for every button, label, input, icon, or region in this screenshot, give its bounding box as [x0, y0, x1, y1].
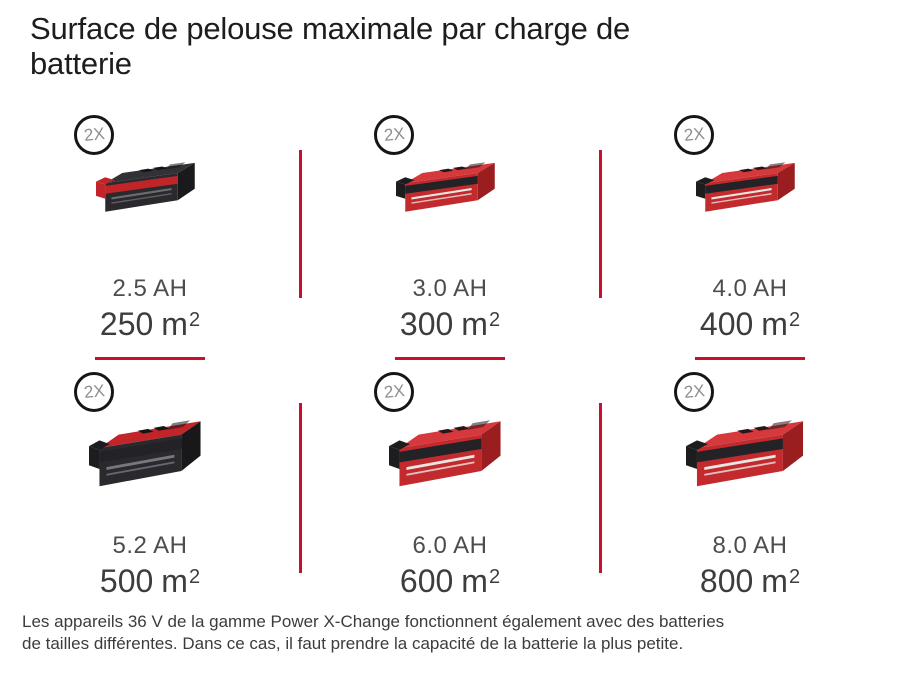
- horizontal-divider: [695, 357, 805, 360]
- capacity-label: 8.0 AH: [712, 532, 788, 559]
- 2x-badge-label: 2X: [382, 123, 406, 146]
- area-value: 400: [699, 306, 754, 342]
- capacity-label: 3.0 AH: [412, 275, 488, 302]
- battery-image: [89, 404, 211, 492]
- area-unit: m: [761, 306, 788, 342]
- footer-note: Les appareils 36 V de la gamme Power X-C…: [22, 612, 725, 654]
- area-label: 250 m2: [0, 301, 300, 343]
- horizontal-divider: [95, 357, 205, 360]
- vertical-divider: [299, 150, 302, 298]
- area-unit: m: [761, 563, 788, 599]
- area-value: 300: [399, 306, 454, 342]
- battery-image: [686, 404, 814, 492]
- vertical-divider: [599, 403, 602, 573]
- 2x-badge: 2X: [374, 372, 414, 412]
- battery-image: [389, 404, 511, 492]
- 2x-badge: 2X: [74, 372, 114, 412]
- area-superscript: 2: [788, 309, 801, 331]
- area-label: 500 m2: [0, 558, 300, 600]
- capacity-label: 2.5 AH: [112, 275, 188, 302]
- area-value: 500: [99, 563, 154, 599]
- area-value: 250: [99, 306, 154, 342]
- 2x-badge: 2X: [74, 115, 114, 155]
- page-title: Surface de pelouse maximale par charge d…: [30, 11, 631, 81]
- battery-image: [96, 150, 204, 216]
- area-unit: m: [461, 306, 488, 342]
- 2x-badge: 2X: [674, 372, 714, 412]
- vertical-divider: [599, 150, 602, 298]
- 2x-badge: 2X: [674, 115, 714, 155]
- battery-cell-2-5ah: 2X 2.5 AH 250 m2: [0, 105, 300, 355]
- area-superscript: 2: [788, 566, 801, 588]
- area-value: 800: [699, 563, 754, 599]
- 2x-badge-label: 2X: [82, 123, 106, 146]
- area-superscript: 2: [188, 566, 201, 588]
- area-superscript: 2: [188, 309, 201, 331]
- area-superscript: 2: [488, 309, 501, 331]
- 2x-badge-label: 2X: [682, 380, 706, 403]
- battery-image: [396, 150, 504, 216]
- battery-cell-6-0ah: 2X 6.0 AH 600 m2: [300, 362, 600, 612]
- area-unit: m: [161, 306, 188, 342]
- area-label: 600 m2: [300, 558, 600, 600]
- battery-cell-3-0ah: 2X 3.0 AH 300 m2: [300, 105, 600, 355]
- area-superscript: 2: [488, 566, 501, 588]
- area-value: 600: [399, 563, 454, 599]
- capacity-label: 5.2 AH: [112, 532, 188, 559]
- 2x-badge-label: 2X: [682, 123, 706, 146]
- area-unit: m: [161, 563, 188, 599]
- battery-image: [696, 150, 804, 216]
- 2x-badge-label: 2X: [82, 380, 106, 403]
- battery-cell-8-0ah: 2X 8.0 AH 800 m2: [600, 362, 900, 612]
- vertical-divider: [299, 403, 302, 573]
- area-unit: m: [461, 563, 488, 599]
- 2x-badge-label: 2X: [382, 380, 406, 403]
- horizontal-divider: [395, 357, 505, 360]
- 2x-badge: 2X: [374, 115, 414, 155]
- battery-cell-4-0ah: 2X 4.0 AH 400 m2: [600, 105, 900, 355]
- area-label: 300 m2: [300, 301, 600, 343]
- capacity-label: 4.0 AH: [712, 275, 788, 302]
- area-label: 800 m2: [600, 558, 900, 600]
- area-label: 400 m2: [600, 301, 900, 343]
- battery-cell-5-2ah: 2X 5.2 AH 500 m2: [0, 362, 300, 612]
- capacity-label: 6.0 AH: [412, 532, 488, 559]
